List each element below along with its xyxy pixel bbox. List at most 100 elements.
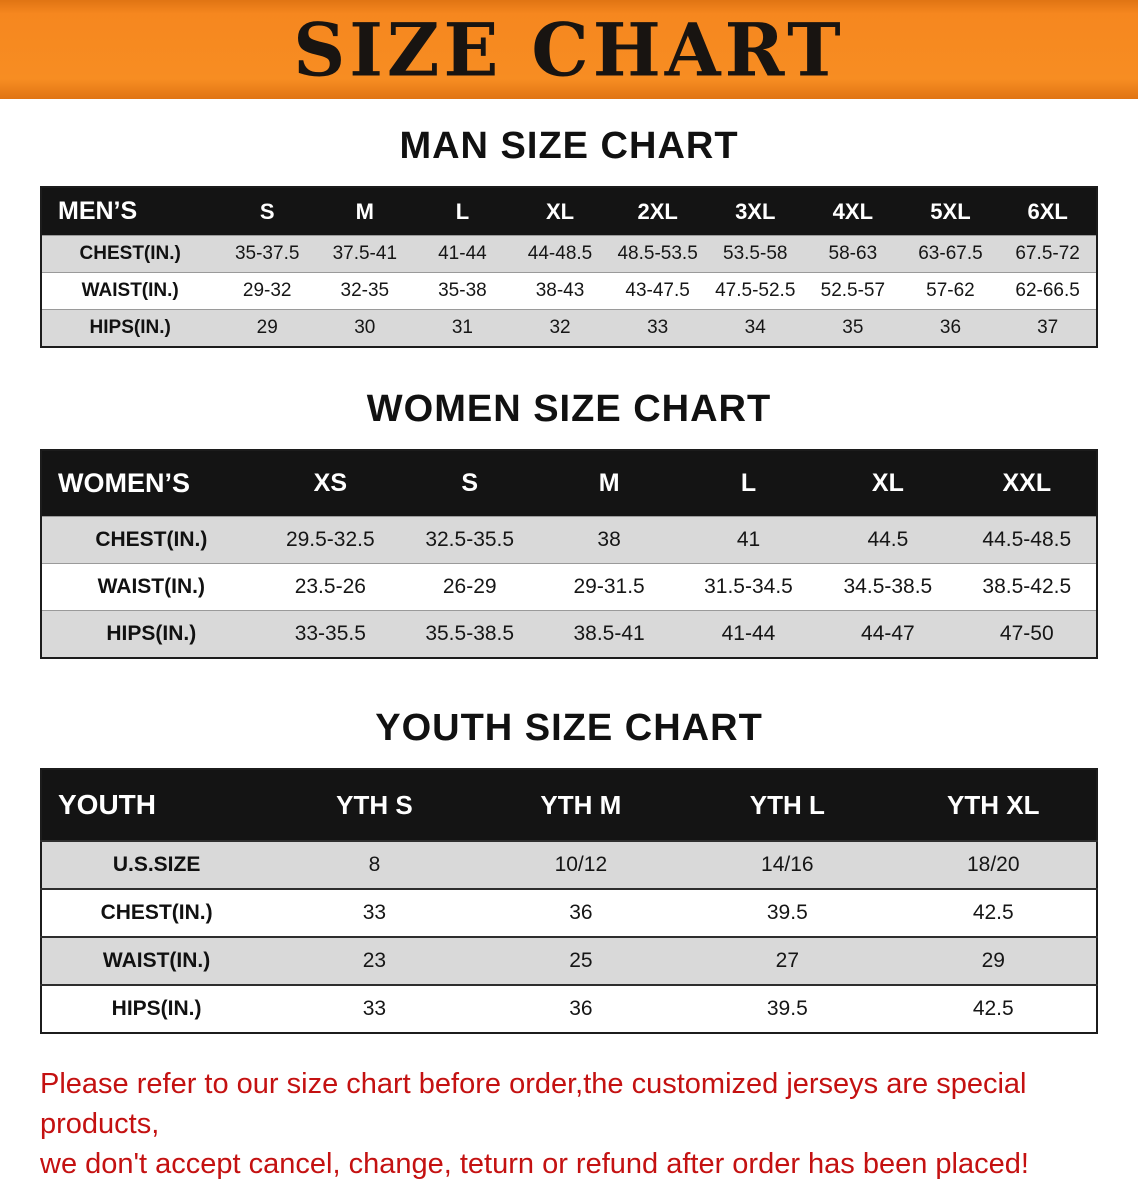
size-column-header: L <box>455 198 470 224</box>
row-label: U.S.SIZE <box>112 853 201 876</box>
measurement-cell: 37 <box>1037 317 1059 338</box>
disclaimer-line-2: we don't accept cancel, change, teturn o… <box>40 1148 1029 1181</box>
measurement-cell: 41-44 <box>438 243 487 264</box>
measurement-cell: 39.5 <box>766 901 808 924</box>
measurement-cell: 29.5-32.5 <box>285 528 375 551</box>
size-column-header: 6XL <box>1027 198 1068 224</box>
row-label: HIPS(IN.) <box>111 997 202 1020</box>
row-label: WAIST(IN.) <box>102 949 211 972</box>
measurement-cell: 38.5-42.5 <box>982 575 1072 598</box>
measurement-cell: 14/16 <box>761 853 814 876</box>
measurement-cell: 35-38 <box>438 280 487 301</box>
measurement-cell: 36 <box>939 317 962 338</box>
measurement-cell: 44-47 <box>861 622 915 645</box>
measurement-cell: 42.5 <box>972 901 1014 924</box>
measurement-cell: 36 <box>569 997 593 1020</box>
measurement-cell: 33 <box>647 317 669 338</box>
table-row: WAIST(IN.) 23.5-26 26-29 29-31.5 31.5-34.5 34… <box>41 563 1097 611</box>
size-column-header: XS <box>313 469 347 497</box>
table-title-cell: MEN’S <box>58 197 138 225</box>
measurement-cell: 53.5-58 <box>723 243 788 264</box>
table-header-row: WOMEN’S XS S M L XL XXL <box>41 450 1097 517</box>
measurement-cell: 37.5-41 <box>332 243 398 264</box>
measurement-cell: 62-66.5 <box>1015 280 1080 301</box>
measurement-cell: 33 <box>362 997 387 1020</box>
measurement-cell: 34 <box>744 317 766 338</box>
measurement-cell: 29-32 <box>242 280 292 301</box>
measurement-cell: 35 <box>842 317 864 338</box>
table-row: HIPS(IN.) 29 30 31 32 33 34 35 36 37 <box>41 309 1097 347</box>
table-row: CHEST(IN.) 29.5-32.5 32.5-35.5 38 41 44.5 44.5… <box>41 516 1097 564</box>
size-column-header: 2XL <box>637 198 678 224</box>
measurement-cell: 47.5-52.5 <box>715 280 796 301</box>
women-size-table: WOMEN’S XS S M L XL XXL CHEST(IN.) 29.5-32.5 32.5… <box>40 449 1098 659</box>
measurement-cell: 48.5-53.5 <box>617 243 698 264</box>
table-title-cell: WOMEN’S <box>58 468 190 498</box>
table-header-row: MEN’S S M L XL 2XL 3XL 4XL 5XL 6XL <box>41 187 1097 236</box>
men-section-heading: MAN SIZE CHART <box>399 125 739 167</box>
measurement-cell: 30 <box>354 317 376 338</box>
size-column-header: YTH M <box>540 789 622 820</box>
size-column-header: S <box>259 198 275 224</box>
size-column-header: YTH L <box>749 789 825 820</box>
table-row: CHEST(IN.) 33 36 39.5 42.5 <box>41 889 1097 937</box>
measurement-cell: 38.5-41 <box>573 622 645 645</box>
table-row: U.S.SIZE 8 10/12 14/16 18/20 <box>41 841 1097 889</box>
measurement-cell: 29 <box>981 949 1005 972</box>
measurement-cell: 36 <box>569 901 593 924</box>
measurement-cell: 58-63 <box>828 243 878 264</box>
measurement-cell: 44.5 <box>867 528 909 551</box>
measurement-cell: 35-37.5 <box>234 243 300 264</box>
men-size-table: MEN’S S M L XL 2XL 3XL 4XL 5XL 6XL CHEST(IN.) 35-37… <box>40 186 1098 348</box>
measurement-cell: 44.5-48.5 <box>982 528 1072 551</box>
measurement-cell: 32-35 <box>340 280 390 301</box>
row-label: CHEST(IN.) <box>79 243 181 264</box>
measurement-cell: 41-44 <box>721 622 776 645</box>
women-size-section: WOMEN SIZE CHART WOMEN’S XS S M L XL XXL CHEST(… <box>0 388 1138 659</box>
youth-section-heading: YOUTH SIZE CHART <box>375 707 763 749</box>
size-column-header: 4XL <box>832 198 874 224</box>
measurement-cell: 25 <box>569 949 593 972</box>
measurement-cell: 10/12 <box>554 853 608 876</box>
measurement-cell: 32.5-35.5 <box>425 528 515 551</box>
table-row: WAIST(IN.) 29-32 32-35 35-38 38-43 43-47.5 47.… <box>41 272 1097 310</box>
measurement-cell: 26-29 <box>442 575 497 598</box>
measurement-cell: 44-48.5 <box>527 243 593 264</box>
measurement-cell: 35.5-38.5 <box>425 622 515 645</box>
size-column-header: M <box>598 469 620 497</box>
measurement-cell: 18/20 <box>966 853 1020 876</box>
youth-size-table: YOUTH YTH S YTH M YTH L YTH XL U.S.SIZE 8 10/12… <box>40 768 1098 1034</box>
size-column-header: XXL <box>1002 469 1052 497</box>
measurement-cell: 57-62 <box>926 280 975 301</box>
measurement-cell: 52.5-57 <box>820 280 886 301</box>
measurement-cell: 41 <box>736 528 761 551</box>
size-column-header: M <box>355 198 374 224</box>
size-column-header: YTH S <box>336 789 413 820</box>
size-column-header: S <box>461 469 479 497</box>
measurement-cell: 32 <box>549 317 571 338</box>
women-section-heading: WOMEN SIZE CHART <box>366 388 772 430</box>
measurement-cell: 8 <box>368 853 381 876</box>
measurement-cell: 31.5-34.5 <box>704 575 793 598</box>
measurement-cell: 31 <box>451 317 473 338</box>
measurement-cell: 43-47.5 <box>625 280 690 301</box>
measurement-cell: 33-35.5 <box>294 622 366 645</box>
size-column-header: XL <box>545 198 575 224</box>
disclaimer-note: Please refer to our size chart before or… <box>40 1064 1138 1184</box>
measurement-cell: 38-43 <box>535 280 585 301</box>
men-size-section: MAN SIZE CHART MEN’S S M L XL 2XL 3XL 4XL 5XL 6XL… <box>0 125 1138 348</box>
measurement-cell: 42.5 <box>972 997 1014 1020</box>
table-header-row: YOUTH YTH S YTH M YTH L YTH XL <box>41 769 1097 841</box>
measurement-cell: 39.5 <box>766 997 808 1020</box>
table-row: CHEST(IN.) 35-37.5 37.5-41 41-44 44-48.5 48.5… <box>41 235 1097 273</box>
measurement-cell: 63-67.5 <box>918 243 983 264</box>
row-label: HIPS(IN.) <box>106 622 197 645</box>
measurement-cell: 33 <box>362 901 387 924</box>
size-column-header: L <box>740 469 757 497</box>
table-row: HIPS(IN.) 33-35.5 35.5-38.5 38.5-41 41-44 44-… <box>41 610 1097 658</box>
measurement-cell: 47-50 <box>999 622 1054 645</box>
size-column-header: YTH XL <box>947 789 1040 820</box>
measurement-cell: 29-31.5 <box>573 575 645 598</box>
measurement-cell: 38 <box>597 528 621 551</box>
